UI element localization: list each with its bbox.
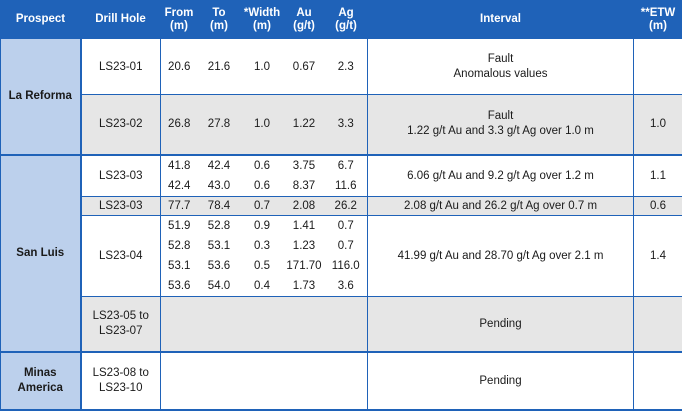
width-cell: 1.0 <box>241 95 284 155</box>
col-header-from: From(m) <box>161 1 198 39</box>
from-cell: 26.8 <box>161 95 198 155</box>
header-row: Prospect Drill Hole From(m) To(m) *Width… <box>1 1 682 39</box>
au-cell: 0.67 <box>284 39 325 95</box>
from-cell: 77.7 <box>161 196 198 215</box>
drill-hole-cell: LS23-03 <box>81 196 161 215</box>
to-cell: 21.6 <box>198 39 241 95</box>
width-cell: 1.0 <box>241 39 284 95</box>
ag-cell: 26.2 <box>325 196 368 215</box>
col-header-ag: Ag(g/t) <box>325 1 368 39</box>
ag-cell: 2.3 <box>325 39 368 95</box>
width-cell: 0.7 <box>241 196 284 215</box>
from-cell: 20.6 <box>161 39 198 95</box>
etw-cell: 1.0 <box>634 95 682 155</box>
etw-cell: 0.6 <box>634 196 682 215</box>
col-header-prospect: Prospect <box>1 1 81 39</box>
to-cell: 27.8 <box>198 95 241 155</box>
to-cell: 78.4 <box>198 196 241 215</box>
col-header-to: To(m) <box>198 1 241 39</box>
table-row: La Reforma LS23-01 20.6 21.6 1.0 0.67 2.… <box>1 39 682 95</box>
interval-cell: 6.06 g/t Au and 9.2 g/t Ag over 1.2 m <box>368 155 634 197</box>
drill-hole-cell: LS23-02 <box>81 95 161 155</box>
col-header-au: Au(g/t) <box>284 1 325 39</box>
etw-cell <box>634 352 682 410</box>
etw-cell <box>634 39 682 95</box>
col-header-etw: **ETW(m) <box>634 1 682 39</box>
interval-cell: Pending <box>368 296 634 352</box>
col-header-drill-hole: Drill Hole <box>81 1 161 39</box>
ag-cell: 3.3 <box>325 95 368 155</box>
prospect-san-luis: San Luis <box>1 155 81 353</box>
drill-hole-cell: LS23-03 <box>81 155 161 197</box>
col-header-interval: Interval <box>368 1 634 39</box>
drill-hole-cell: LS23-01 <box>81 39 161 95</box>
etw-cell: 1.1 <box>634 155 682 197</box>
interval-cell: Pending <box>368 352 634 410</box>
table-row: LS23-03 77.7 78.4 0.7 2.08 26.2 2.08 g/t… <box>1 196 682 215</box>
values-empty-cell <box>161 296 368 352</box>
interval-cell: 2.08 g/t Au and 26.2 g/t Ag over 0.7 m <box>368 196 634 215</box>
etw-cell: 1.4 <box>634 215 682 296</box>
au-cell: 1.22 <box>284 95 325 155</box>
col-header-width: *Width(m) <box>241 1 284 39</box>
prospect-la-reforma: La Reforma <box>1 39 81 155</box>
values-empty-cell <box>161 352 368 410</box>
drill-hole-cell: LS23-04 <box>81 215 161 296</box>
au-cell: 2.08 <box>284 196 325 215</box>
etw-cell <box>634 296 682 352</box>
interval-cell: 41.99 g/t Au and 28.70 g/t Ag over 2.1 m <box>368 215 634 296</box>
